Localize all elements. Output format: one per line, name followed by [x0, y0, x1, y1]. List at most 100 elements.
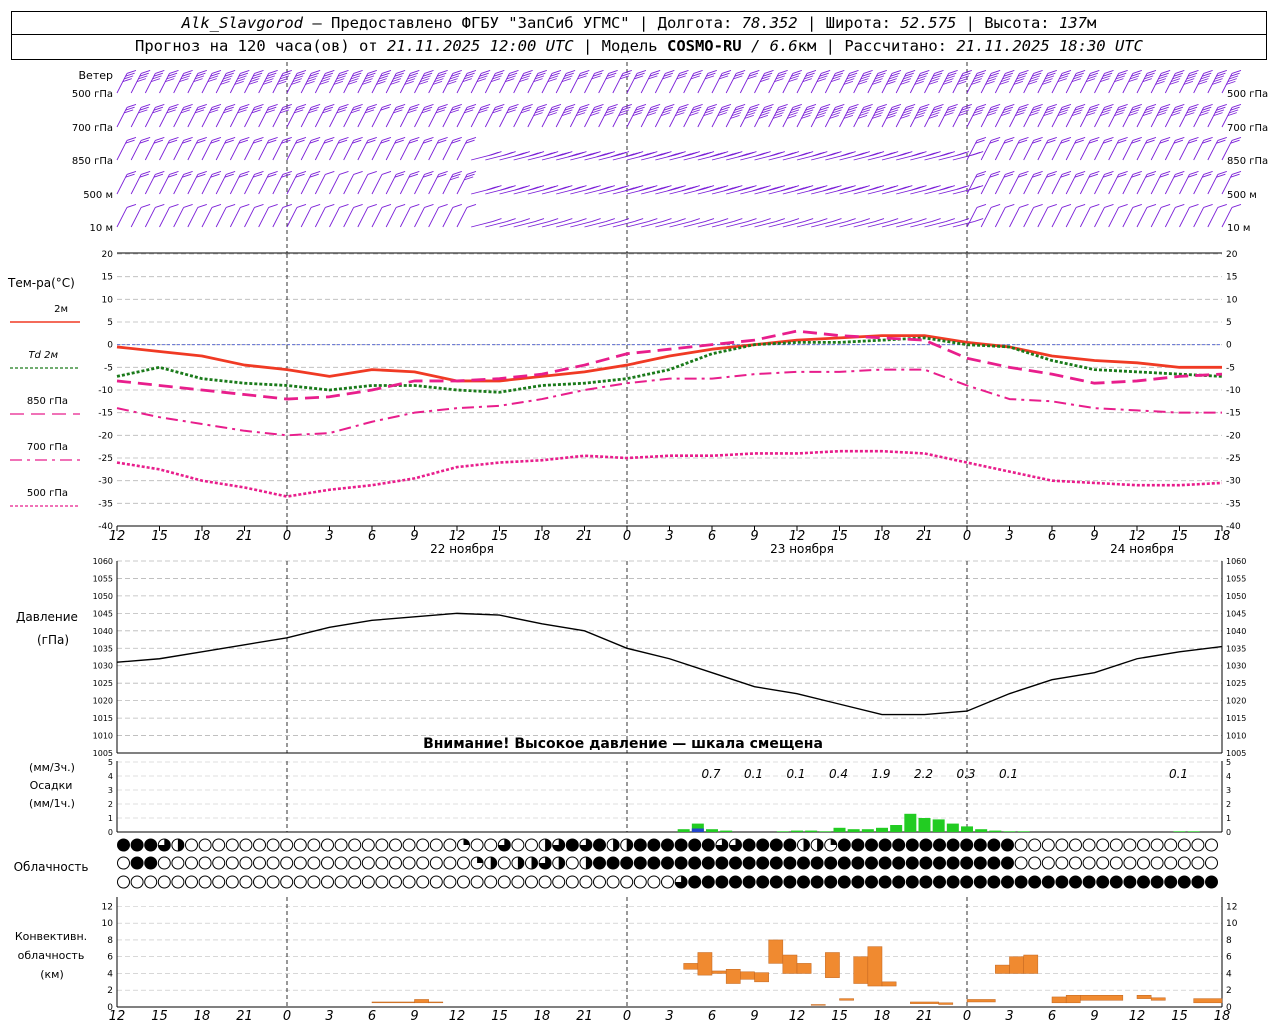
wind-barb [201, 203, 222, 228]
wind-barb [456, 136, 477, 161]
precip-label-2: (мм/1ч.) [29, 797, 75, 810]
wind-barb [938, 103, 958, 128]
cloud-title: Облачность [14, 860, 89, 874]
cloud-circle [606, 875, 620, 889]
conv-xtick-4: 0 [283, 1009, 291, 1024]
wind-barb [215, 170, 236, 195]
calc-time: 21.11.2025 18:30 UTC [956, 37, 1143, 55]
pres-ytick-right-3: 1045 [1226, 609, 1246, 618]
wind-barb [371, 103, 392, 128]
temp-ytick-right-4: 0 [1226, 341, 1232, 351]
prec-ytick-right-1: 4 [1226, 772, 1231, 781]
wind-barb [1108, 69, 1128, 94]
wind-barb [173, 170, 193, 195]
pres-ytick-left-10: 1010 [93, 732, 113, 741]
wind-barb [1207, 136, 1227, 161]
cloud-circle [1082, 838, 1096, 852]
wind-barb [697, 151, 729, 161]
cloud-circle [1205, 875, 1218, 889]
cloud-circle [538, 838, 552, 852]
wind-barb [952, 103, 972, 128]
conv-ytick-left-3: 6 [107, 953, 113, 963]
cloud-circle [756, 838, 770, 852]
cloud-circle [525, 838, 538, 852]
wind-barb [966, 203, 987, 228]
wind-barb [399, 103, 420, 128]
wind-barb [584, 218, 615, 228]
precip-bar-23 [1003, 831, 1016, 832]
cloud-circle [933, 838, 946, 852]
wind-barb [938, 218, 970, 228]
wind-barb [215, 69, 236, 94]
temp-legend-4: 500 гПа [27, 488, 68, 499]
temp-ytick-left-0: 20 [102, 250, 114, 260]
wind-level-right-4: 10 м [1227, 223, 1250, 234]
wind-barb [456, 170, 477, 195]
cloud-circle [212, 875, 226, 889]
pressure-warning: Внимание! Высокое давление — шкала смеще… [423, 736, 823, 752]
conv-xtick-5: 3 [325, 1009, 333, 1024]
temp-xtick-26: 18 [1214, 529, 1231, 544]
wind-barb [371, 136, 392, 161]
wind-barb [754, 218, 785, 228]
cloud-circle [429, 838, 443, 852]
wind-barb [1051, 203, 1072, 228]
precip-total-7: 0.1 [999, 767, 1018, 781]
temp-series-4 [116, 449, 1223, 498]
cloud-circle [674, 838, 688, 852]
forecast-start: 21.11.2025 12:00 UTC [387, 37, 574, 55]
wind-barb [215, 103, 236, 128]
wind-barb [470, 103, 491, 128]
wind-title: Ветер [79, 69, 113, 82]
wind-barb [726, 151, 757, 161]
wind-barb [726, 218, 757, 228]
cloud-circle [130, 838, 144, 852]
wind-barb [414, 136, 434, 161]
cloud-circle [130, 856, 144, 870]
conv-xtick-2: 18 [194, 1009, 211, 1024]
cloud-circle [1028, 856, 1042, 870]
wind-barb [726, 185, 757, 195]
precip-label-0: (мм/3ч.) [29, 761, 75, 774]
wind-barb [1207, 103, 1227, 128]
cloud-circle [457, 856, 470, 870]
wind-barb [428, 203, 448, 228]
wind-barb [173, 69, 193, 94]
lat-label: Широта: [825, 14, 891, 32]
cloud-circle [212, 856, 226, 870]
wind-barb [385, 170, 406, 195]
precip-total-8: 0.1 [1169, 767, 1188, 781]
cloud-circle [348, 838, 362, 852]
cloud-circle [1123, 875, 1137, 889]
conv-xtick-10: 18 [534, 1009, 551, 1024]
precip-bar-18 [932, 819, 945, 832]
cloud-circle [402, 838, 416, 852]
cloud-circle [633, 838, 647, 852]
cloud-circle [715, 838, 729, 852]
cloud-circle [185, 875, 198, 889]
temp-ytick-right-1: 15 [1226, 273, 1237, 283]
wind-barb [1221, 69, 1242, 94]
cloud-circle [1191, 838, 1205, 852]
wind-barb [541, 185, 573, 195]
temp-xtick-11: 21 [576, 529, 593, 544]
wind-barb [286, 170, 307, 195]
wind-barb [442, 170, 462, 195]
wind-barb [201, 103, 222, 128]
precip-bar-12 [847, 829, 860, 832]
cloud-circle [1069, 875, 1082, 889]
temp-legend-1: Td 2м [28, 350, 58, 361]
cloud-circle [797, 838, 810, 852]
wind-barb [825, 151, 856, 161]
conv-ytick-left-6: 0 [107, 1003, 113, 1013]
wind-barb [1094, 203, 1114, 228]
wind-barb [1108, 170, 1128, 195]
wind-barb [952, 185, 984, 195]
cloud-circle [497, 875, 511, 889]
wind-level-left-1: 700 гПа [72, 123, 113, 134]
wind-barb [1193, 170, 1213, 195]
cloud-circle [293, 838, 307, 852]
conv-xtick-13: 3 [665, 1009, 673, 1024]
wind-barb [924, 151, 955, 161]
cloud-circle [701, 838, 715, 852]
